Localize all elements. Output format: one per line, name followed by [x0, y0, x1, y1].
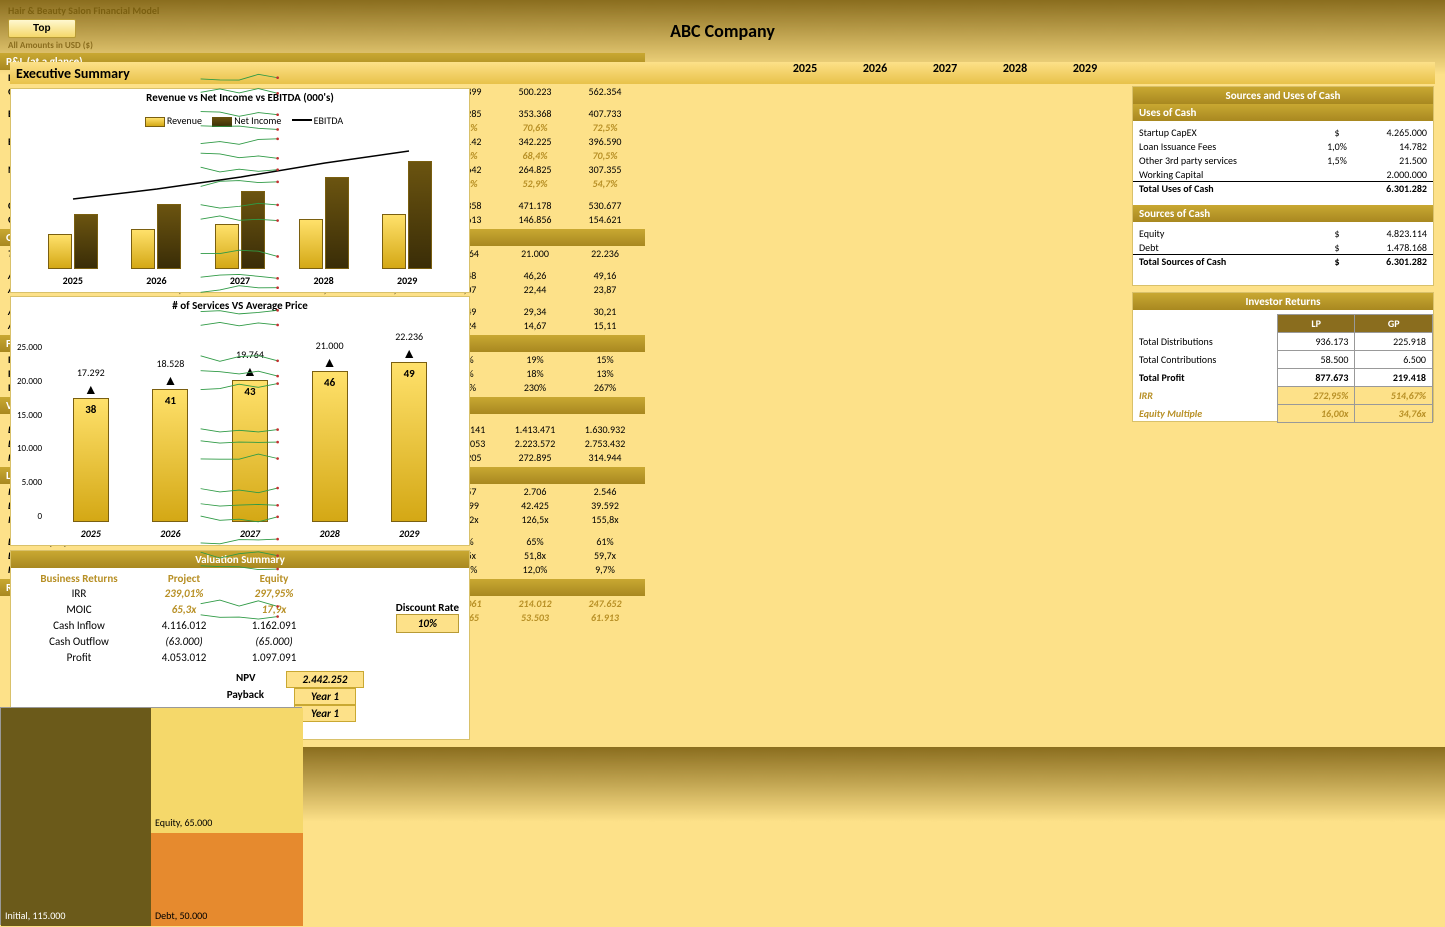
- year-2028: 2028: [980, 62, 1050, 76]
- year-2027: 2027: [910, 62, 980, 76]
- model-title: Hair & Beauty Salon Financial Model: [8, 4, 1437, 17]
- discount-rate: Discount Rate 10%: [396, 601, 459, 633]
- company-title: ABC Company: [0, 20, 1445, 42]
- year-2026: 2026: [840, 62, 910, 76]
- year-2029: 2029: [1050, 62, 1120, 76]
- sources-uses-panel: Sources and Uses of Cash Uses of Cash St…: [1132, 86, 1434, 286]
- treemap-chart: Initial, 115.000Equity, 65.000Debt, 50.0…: [0, 707, 302, 927]
- year-2025: 2025: [770, 62, 840, 76]
- investor-returns-panel: Investor Returns LPGP Total Distribution…: [1132, 292, 1434, 422]
